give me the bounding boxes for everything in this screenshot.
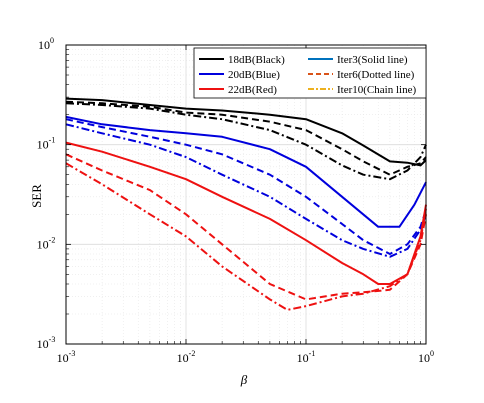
legend-label: Iter10(Chain line) bbox=[337, 84, 416, 96]
tick-marks bbox=[65, 44, 427, 345]
x-axis-label: β bbox=[240, 372, 248, 387]
x-tick-label: 10-2 bbox=[177, 349, 196, 365]
series-line-20db-iter6 bbox=[65, 118, 427, 255]
legend-label: 18dB(Black) bbox=[228, 54, 285, 66]
legend-label: 22dB(Red) bbox=[228, 84, 277, 96]
legend: 18dB(Black) 20dB(Blue) 22dB(Red) Iter3(Sol… bbox=[193, 47, 427, 99]
series-layer bbox=[65, 97, 427, 311]
minor-gridlines bbox=[66, 45, 426, 344]
x-tick-label: 100 bbox=[418, 349, 434, 365]
y-tick-label: 10-2 bbox=[37, 235, 56, 251]
series-line-18db-iter10 bbox=[65, 102, 427, 181]
y-tick-labels: 10-3 10-2 10-1 100 bbox=[37, 36, 56, 351]
legend-label: Iter3(Solid line) bbox=[337, 54, 408, 66]
series-line-22db-iter6 bbox=[65, 153, 427, 301]
x-tick-label: 10-3 bbox=[57, 349, 76, 365]
series-line-22db-iter10 bbox=[65, 162, 427, 311]
legend-label: Iter6(Dotted line) bbox=[337, 69, 415, 81]
series-line-18db-iter3 bbox=[65, 97, 427, 167]
y-tick-label: 10-3 bbox=[37, 335, 56, 351]
x-tick-labels: 10-3 10-2 10-1 100 bbox=[57, 349, 434, 365]
legend-column-iterations: Iter3(Solid line) Iter6(Dotted line) Iter1… bbox=[308, 54, 416, 96]
y-tick-label: 10-1 bbox=[37, 136, 56, 152]
y-axis-label: SER bbox=[29, 184, 44, 208]
y-tick-label: 100 bbox=[38, 36, 54, 52]
series-line-18db-iter6 bbox=[65, 100, 427, 176]
plot-frame bbox=[65, 44, 427, 345]
series-line-20db-iter10 bbox=[65, 123, 427, 258]
series-line-20db-iter3 bbox=[65, 115, 427, 228]
x-tick-label: 10-1 bbox=[297, 349, 316, 365]
legend-column-snr: 18dB(Black) 20dB(Blue) 22dB(Red) bbox=[199, 54, 285, 96]
legend-label: 20dB(Blue) bbox=[228, 69, 280, 81]
